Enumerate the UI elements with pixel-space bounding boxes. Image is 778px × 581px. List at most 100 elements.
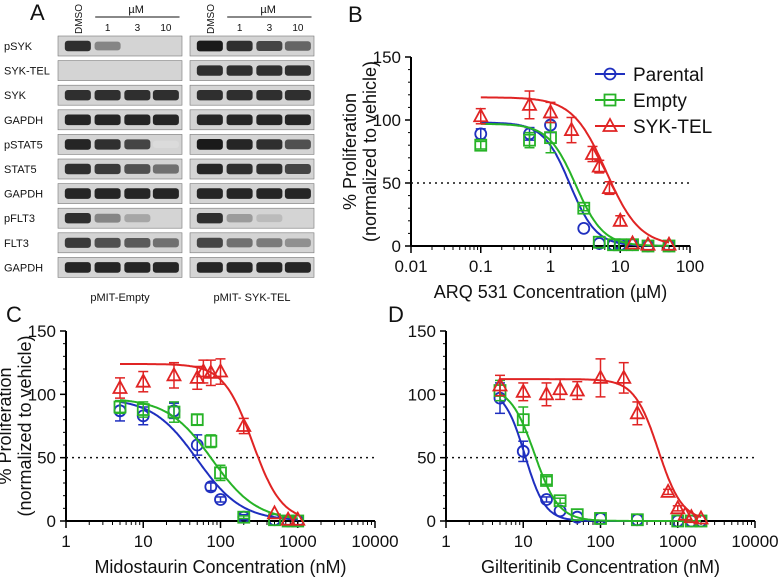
legend-label: Empty	[633, 91, 687, 112]
data-point	[491, 376, 509, 392]
data-point	[538, 385, 555, 401]
blot-row-label: SYK	[4, 90, 27, 102]
blot-band	[152, 188, 179, 199]
blot-band	[196, 213, 223, 224]
blot-band	[226, 262, 253, 273]
data-point	[280, 510, 297, 526]
series-parental	[493, 382, 708, 528]
x-tick-label: 10	[134, 532, 153, 551]
blot-unit-label: µM	[128, 4, 144, 16]
data-point	[289, 510, 306, 526]
blot-band	[152, 140, 179, 148]
x-axis-label: Gilteritinib Concentration (nM)	[481, 557, 720, 577]
blot-band	[196, 163, 223, 175]
data-point	[167, 405, 181, 419]
data-point	[607, 238, 620, 252]
blot-band	[94, 114, 121, 126]
data-point	[669, 499, 686, 515]
blot-band	[94, 90, 121, 101]
series-empty	[113, 399, 305, 528]
blot-band	[256, 188, 283, 199]
data-point	[202, 363, 219, 379]
series-empty	[493, 379, 708, 528]
blot-band	[124, 139, 151, 150]
data-point	[266, 504, 283, 520]
blot-band	[196, 40, 223, 52]
blot-band	[124, 238, 151, 248]
x-tick-label: 10	[611, 257, 630, 276]
blot-band	[196, 65, 223, 76]
data-point	[613, 238, 627, 252]
data-point	[540, 474, 553, 487]
blot-band	[152, 90, 179, 101]
blot-band	[256, 238, 283, 248]
blot-band	[64, 237, 91, 248]
panel-label-b: B	[348, 2, 363, 27]
blot-band	[284, 90, 311, 101]
blot-band	[64, 40, 91, 52]
legend-label: Parental	[633, 65, 704, 86]
y-tick-label: 0	[392, 237, 401, 256]
y-axis-label-2: (normalized to vehicle)	[360, 61, 380, 242]
data-point	[641, 239, 655, 253]
y-tick-label: 0	[427, 512, 436, 531]
blot-band	[284, 188, 311, 199]
y-tick-label: 150	[373, 48, 401, 67]
data-point	[630, 513, 644, 527]
x-tick-label: 1	[441, 532, 450, 551]
blot-band	[64, 114, 91, 126]
blot-band	[196, 90, 223, 101]
data-point	[601, 179, 618, 194]
blot-band	[94, 213, 121, 223]
blot-band	[196, 262, 223, 273]
blot-band	[152, 164, 179, 174]
blot-column-label: DMSO	[206, 4, 217, 34]
y-tick-label: 50	[37, 449, 56, 468]
x-tick-label: 0.1	[469, 257, 493, 276]
blot-band	[64, 90, 91, 101]
data-point	[660, 482, 677, 498]
data-point	[671, 514, 685, 528]
blot-band	[226, 214, 253, 223]
x-tick-label: 1	[546, 257, 555, 276]
blot-band	[284, 262, 311, 273]
data-point	[660, 235, 678, 251]
data-point	[584, 145, 601, 160]
blot-band	[226, 65, 253, 76]
panel-label-c: C	[6, 302, 22, 327]
x-tick-label: 100	[586, 532, 614, 551]
data-point	[626, 238, 639, 252]
blot-band	[256, 114, 283, 126]
data-point	[474, 138, 488, 152]
blot-column-label: 10	[160, 23, 172, 34]
data-point	[577, 221, 591, 235]
chart-panel-d: D 0 50 100 150 1 10 100 1000 10000 Gilteritinib C…	[388, 302, 778, 577]
blot-row-label: pSTAT5	[4, 139, 43, 151]
data-point	[594, 512, 607, 525]
data-point	[629, 404, 646, 420]
data-point	[662, 239, 676, 253]
x-tick-label: 1	[61, 532, 70, 551]
blot-band	[256, 163, 283, 175]
blot-column-label: 3	[267, 23, 273, 34]
blot-band	[94, 188, 121, 199]
blot-band	[196, 114, 223, 126]
blot-band	[64, 188, 91, 199]
blot-band	[94, 163, 121, 175]
data-point	[204, 434, 218, 448]
blot-row-label: STAT5	[4, 164, 37, 176]
blot-band	[124, 114, 151, 126]
blot-band	[284, 139, 311, 150]
blot-band	[152, 238, 179, 248]
data-point	[544, 131, 557, 145]
blot-caption: pMIT-Empty	[90, 292, 150, 304]
blot-band	[256, 262, 283, 273]
data-point	[135, 372, 152, 388]
data-point	[570, 508, 584, 522]
blot-band	[94, 139, 121, 150]
data-point	[692, 509, 710, 525]
x-axis-label: ARQ 531 Concentration (µM)	[434, 282, 667, 302]
series-syk-tel	[111, 358, 306, 526]
data-point	[204, 480, 218, 494]
y-tick-label: 100	[28, 385, 56, 404]
